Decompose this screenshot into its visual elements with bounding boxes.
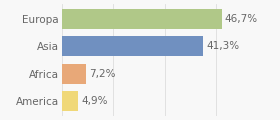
Bar (62, 91, 78, 111)
Bar (62, 64, 86, 84)
Text: 41,3%: 41,3% (206, 41, 239, 51)
Text: 46,7%: 46,7% (225, 14, 258, 24)
Text: 4,9%: 4,9% (81, 96, 108, 106)
Bar (62, 9, 222, 29)
Text: 7,2%: 7,2% (89, 69, 116, 79)
Bar (62, 36, 203, 56)
